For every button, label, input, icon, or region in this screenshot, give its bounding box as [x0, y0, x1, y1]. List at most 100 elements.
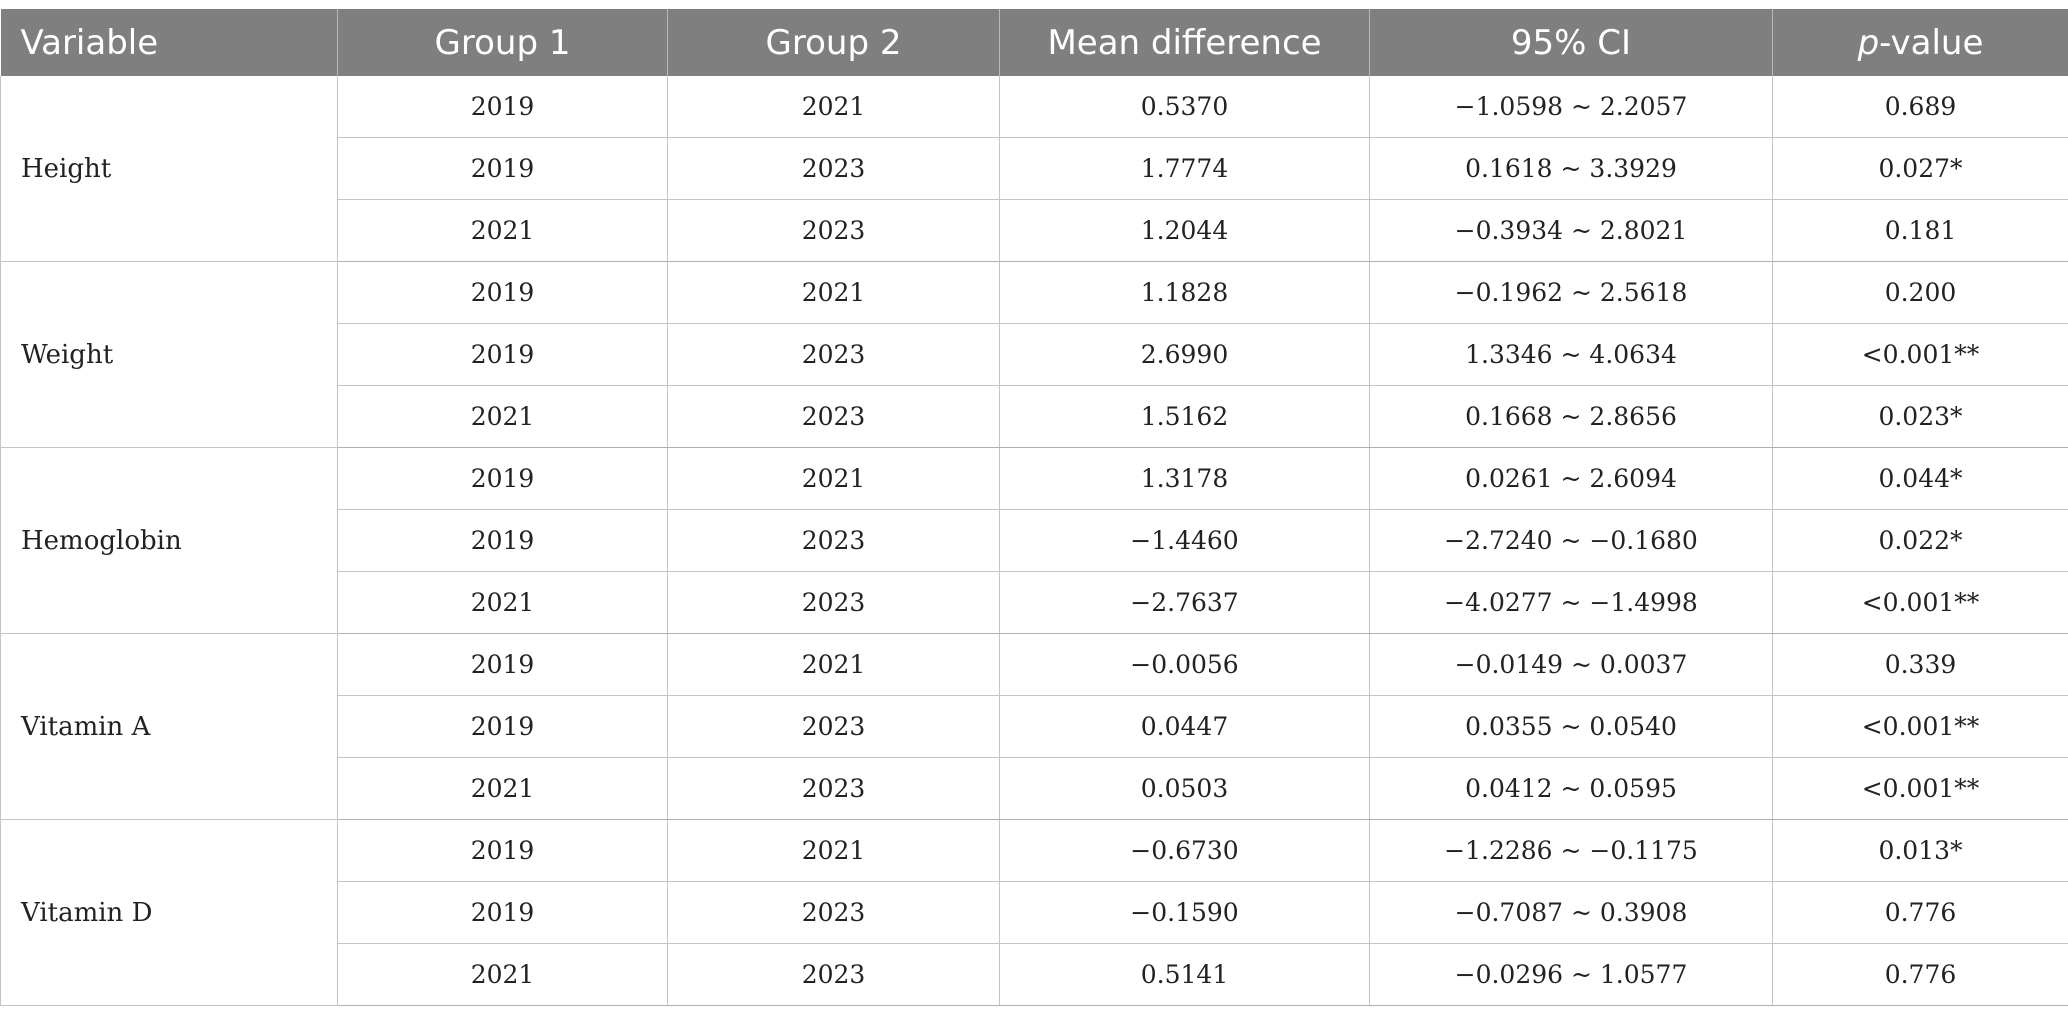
- group-1-cell: 2019: [337, 323, 668, 386]
- group-1-cell: 2019: [337, 137, 668, 200]
- table-row: Weight 2019 2021 1.1828 −0.1962 ~ 2.5618 0.20…: [0, 261, 2068, 448]
- mean-difference-cell: 1.7774: [999, 137, 1370, 200]
- group-2-cell: 2021: [667, 261, 1000, 324]
- p-value-cell: <0.001**: [1772, 695, 2068, 758]
- header-mean-difference: Mean difference: [999, 9, 1370, 76]
- ci-cell: −2.7240 ~ −0.1680: [1369, 509, 1773, 572]
- table-row: 2021 2023 1.2044 −0.3934 ~ 2.8021 0.181: [1, 199, 2068, 262]
- table-row: 2019 2023 −0.1590 −0.7087 ~ 0.3908 0.776: [1, 881, 2068, 944]
- ci-cell: −0.0296 ~ 1.0577: [1369, 943, 1773, 1006]
- group-1-cell: 2019: [337, 633, 668, 696]
- mean-difference-cell: −0.1590: [999, 881, 1370, 944]
- mean-difference-cell: 1.3178: [999, 447, 1370, 510]
- mean-difference-cell: 1.1828: [999, 261, 1370, 324]
- ci-cell: −1.0598 ~ 2.2057: [1369, 76, 1773, 138]
- p-value-cell: <0.001**: [1772, 757, 2068, 820]
- mean-difference-cell: 2.6990: [999, 323, 1370, 386]
- header-group-1: Group 1: [337, 9, 668, 76]
- group-2-cell: 2023: [667, 881, 1000, 944]
- header-p-value: p-value: [1772, 9, 2068, 76]
- header-p-suffix: -value: [1879, 22, 1984, 63]
- header-95-ci: 95% CI: [1369, 9, 1773, 76]
- p-value-cell: <0.001**: [1772, 571, 2068, 634]
- variable-cell: Hemoglobin: [0, 447, 338, 634]
- table-row: 2021 2023 0.0503 0.0412 ~ 0.0595 <0.001**: [1, 757, 2068, 820]
- group-2-cell: 2023: [667, 323, 1000, 386]
- group-1-cell: 2021: [337, 757, 668, 820]
- ci-cell: 0.0261 ~ 2.6094: [1369, 447, 1773, 510]
- ci-cell: −0.7087 ~ 0.3908: [1369, 881, 1773, 944]
- variable-cell: Vitamin A: [0, 633, 338, 820]
- group-2-cell: 2021: [667, 819, 1000, 882]
- mean-difference-cell: −0.0056: [999, 633, 1370, 696]
- ci-cell: 0.1618 ~ 3.3929: [1369, 137, 1773, 200]
- table-row: 2019 2023 1.7774 0.1618 ~ 3.3929 0.027*: [1, 137, 2068, 200]
- mean-difference-cell: 1.2044: [999, 199, 1370, 262]
- group-1-cell: 2019: [337, 695, 668, 758]
- table-row: Height 2019 2021 0.5370 −1.0598 ~ 2.2057 0.68…: [0, 76, 2068, 262]
- p-value-cell: 0.200: [1772, 261, 2068, 324]
- table-row: Vitamin D 2019 2021 −0.6730 −1.2286 ~ −0.117…: [0, 819, 2068, 1006]
- group-1-cell: 2019: [337, 76, 668, 138]
- p-value-cell: 0.023*: [1772, 385, 2068, 448]
- group-2-cell: 2023: [667, 571, 1000, 634]
- header-variable: Variable: [0, 9, 338, 76]
- table-row: Vitamin A 2019 2021 −0.0056 −0.0149 ~ 0.0037…: [0, 633, 2068, 820]
- mean-difference-cell: −1.4460: [999, 509, 1370, 572]
- ci-cell: −0.1962 ~ 2.5618: [1369, 261, 1773, 324]
- p-value-cell: 0.013*: [1772, 819, 2068, 882]
- ci-cell: −0.3934 ~ 2.8021: [1369, 199, 1773, 262]
- p-value-cell: 0.776: [1772, 881, 2068, 944]
- mean-difference-cell: 1.5162: [999, 385, 1370, 448]
- group-1-cell: 2021: [337, 385, 668, 448]
- group-1-cell: 2021: [337, 199, 668, 262]
- group-2-cell: 2023: [667, 757, 1000, 820]
- ci-cell: −1.2286 ~ −0.1175: [1369, 819, 1773, 882]
- ci-cell: −0.0149 ~ 0.0037: [1369, 633, 1773, 696]
- ci-cell: 1.3346 ~ 4.0634: [1369, 323, 1773, 386]
- table-row: 2019 2023 −1.4460 −2.7240 ~ −0.1680 0.022*: [1, 509, 2068, 572]
- group-2-cell: 2023: [667, 137, 1000, 200]
- p-value-cell: <0.001**: [1772, 323, 2068, 386]
- ci-cell: 0.0412 ~ 0.0595: [1369, 757, 1773, 820]
- group-2-cell: 2023: [667, 943, 1000, 1006]
- table-row: 2019 2023 2.6990 1.3346 ~ 4.0634 <0.001**: [1, 323, 2068, 386]
- mean-difference-cell: 0.0447: [999, 695, 1370, 758]
- header-group-2: Group 2: [667, 9, 1000, 76]
- variable-cell: Weight: [0, 261, 338, 448]
- table-row: 2019 2023 0.0447 0.0355 ~ 0.0540 <0.001**: [1, 695, 2068, 758]
- group-2-cell: 2021: [667, 76, 1000, 138]
- group-1-cell: 2019: [337, 881, 668, 944]
- group-1-cell: 2019: [337, 509, 668, 572]
- mean-difference-cell: 0.5370: [999, 76, 1370, 138]
- ci-cell: 0.0355 ~ 0.0540: [1369, 695, 1773, 758]
- mean-difference-cell: −0.6730: [999, 819, 1370, 882]
- group-2-cell: 2023: [667, 385, 1000, 448]
- table-body: Height 2019 2021 0.5370 −1.0598 ~ 2.2057 0.68…: [0, 76, 2068, 1006]
- ci-cell: −4.0277 ~ −1.4998: [1369, 571, 1773, 634]
- p-value-cell: 0.022*: [1772, 509, 2068, 572]
- group-2-cell: 2023: [667, 199, 1000, 262]
- table-row: 2021 2023 0.5141 −0.0296 ~ 1.0577 0.776: [1, 943, 2068, 1006]
- mean-difference-cell: −2.7637: [999, 571, 1370, 634]
- variable-cell: Vitamin D: [0, 819, 338, 1006]
- p-value-cell: 0.027*: [1772, 137, 2068, 200]
- p-value-cell: 0.339: [1772, 633, 2068, 696]
- table-row: Hemoglobin 2019 2021 1.3178 0.0261 ~ 2.6094 0…: [0, 447, 2068, 634]
- p-value-cell: 0.689: [1772, 76, 2068, 138]
- table-row: 2021 2023 −2.7637 −4.0277 ~ −1.4998 <0.001**: [1, 571, 2068, 634]
- table-header: Variable Group 1 Group 2 Mean difference…: [0, 9, 2068, 76]
- group-2-cell: 2023: [667, 695, 1000, 758]
- p-value-cell: 0.044*: [1772, 447, 2068, 510]
- group-1-cell: 2021: [337, 571, 668, 634]
- group-2-cell: 2021: [667, 633, 1000, 696]
- variable-cell: Height: [0, 76, 338, 262]
- group-1-cell: 2019: [337, 261, 668, 324]
- results-table: Variable Group 1 Group 2 Mean difference…: [0, 9, 2068, 1006]
- mean-difference-cell: 0.5141: [999, 943, 1370, 1006]
- group-2-cell: 2021: [667, 447, 1000, 510]
- results-table-container: Variable Group 1 Group 2 Mean difference…: [0, 9, 2068, 1006]
- group-1-cell: 2019: [337, 819, 668, 882]
- p-value-cell: 0.776: [1772, 943, 2068, 1006]
- header-row: Variable Group 1 Group 2 Mean difference…: [0, 9, 2068, 76]
